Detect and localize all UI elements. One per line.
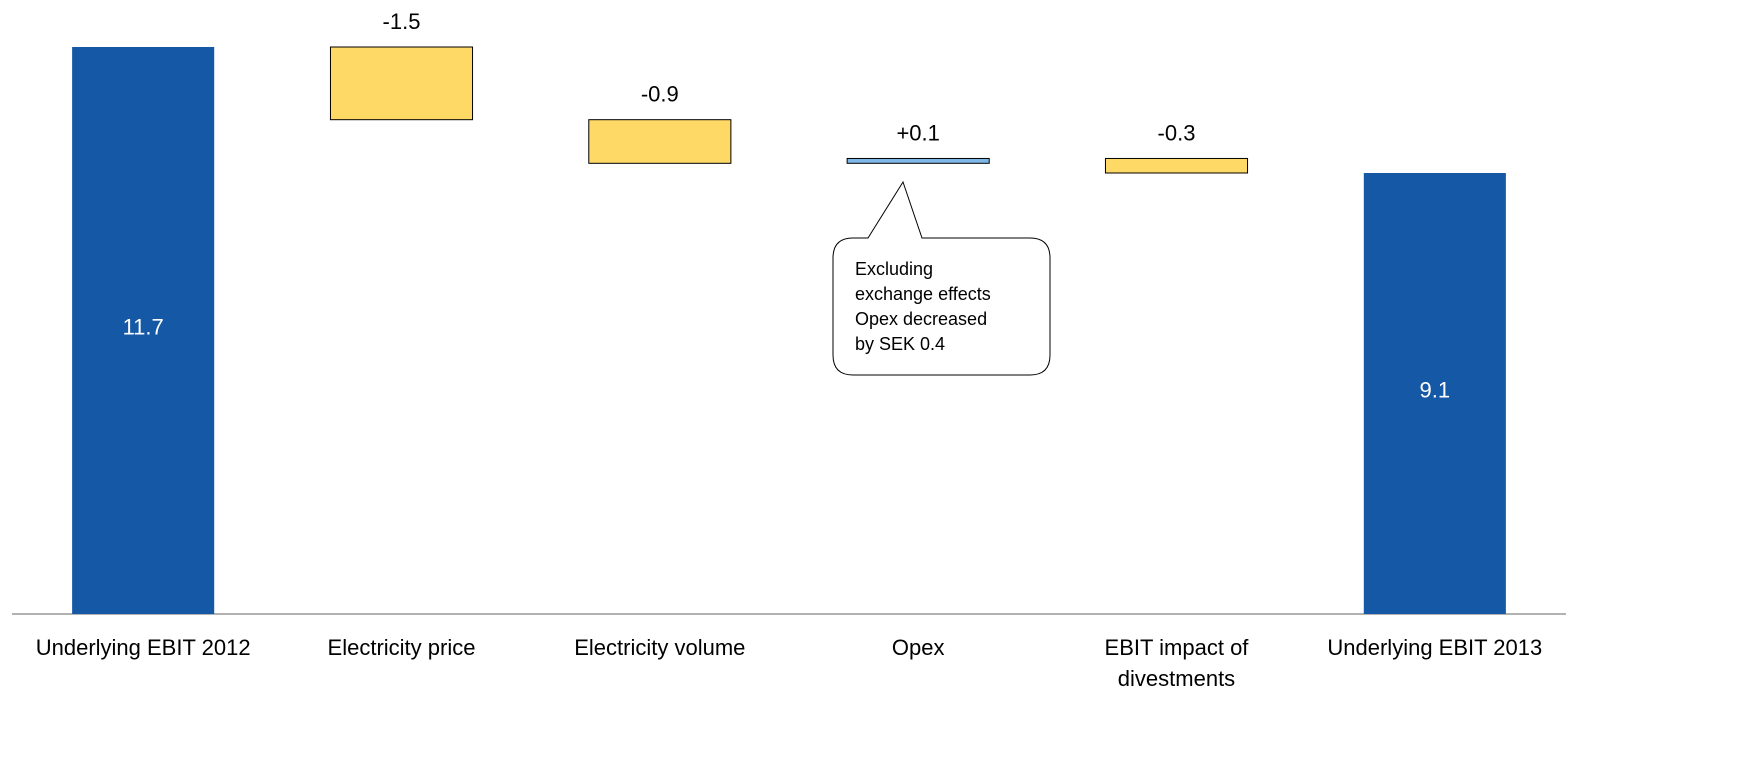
bar xyxy=(1104,157,1249,174)
callout-text: Opex decreased xyxy=(855,309,987,329)
bar xyxy=(329,46,474,121)
x-tick-label: Opex xyxy=(891,635,945,660)
callout-text: Excluding xyxy=(855,259,933,279)
x-tick-label: Underlying EBIT 2013 xyxy=(1327,635,1543,660)
bar xyxy=(1363,173,1506,614)
value-label: -1.5 xyxy=(383,9,421,34)
value-label: 9.1 xyxy=(1420,377,1451,402)
bar xyxy=(72,47,215,614)
x-tick-label: Underlying EBIT 2012 xyxy=(35,635,251,660)
value-label: -0.3 xyxy=(1158,120,1196,145)
value-label: 11.7 xyxy=(123,314,164,339)
bar xyxy=(846,157,990,164)
x-tick-label: Electricity volume xyxy=(574,635,746,660)
x-tick-label: Electricity price xyxy=(327,635,476,660)
bar xyxy=(588,119,732,164)
value-label: -0.9 xyxy=(641,82,679,107)
callout-text: exchange effects xyxy=(855,284,991,304)
callout-text: by SEK 0.4 xyxy=(855,334,945,354)
callout xyxy=(832,180,1051,376)
value-label: +0.1 xyxy=(896,120,939,145)
x-tick-label: EBIT impact of divestments xyxy=(1104,635,1249,691)
